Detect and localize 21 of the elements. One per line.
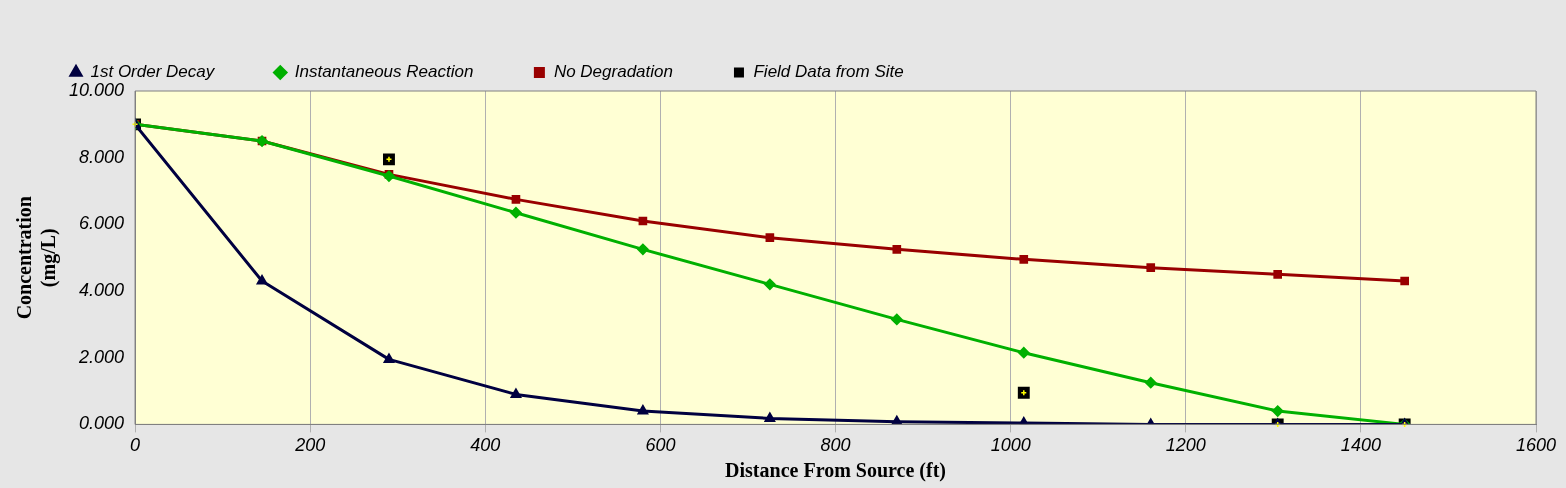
y-axis-title: Concentration (mg/L) — [13, 196, 61, 320]
y-tick-label: 0.000 — [79, 413, 125, 434]
x-axis-title: Distance From Source (ft) — [725, 459, 946, 483]
x-tick-label: 600 — [645, 435, 676, 456]
y-tick-label: 10.000 — [68, 80, 125, 100]
x-tick-label: 1200 — [1165, 435, 1206, 456]
x-tick-label: 1400 — [1340, 435, 1381, 456]
legend-label: Field Data from Site — [753, 62, 904, 82]
legend-label: Instantaneous Reaction — [294, 62, 474, 82]
y-tick-label: 2.000 — [78, 346, 125, 367]
x-tick-label: 1600 — [1515, 435, 1557, 456]
x-tick-label: 200 — [294, 435, 326, 456]
x-tick-label: 0 — [130, 435, 141, 456]
x-tick-label: 1000 — [990, 435, 1031, 456]
y-tick-label: 8.000 — [79, 146, 125, 167]
legend-label: No Degradation — [553, 62, 673, 82]
y-tick-label: 6.000 — [79, 213, 125, 234]
y-tick-label: 4.000 — [79, 280, 125, 301]
legend-label: 1st Order Decay — [90, 62, 216, 82]
x-tick-label: 400 — [470, 435, 501, 456]
x-tick-label: 800 — [820, 435, 851, 456]
